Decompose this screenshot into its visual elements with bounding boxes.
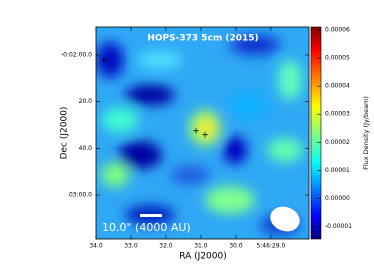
colorbar-tick-label: 0.00002 — [325, 139, 350, 146]
colorbar — [310, 26, 322, 240]
scale-bar-label: 10.0" (4000 AU) — [102, 221, 191, 234]
flux-map: + + + — [96, 27, 309, 239]
colorbar-tick-label: -0.00001 — [325, 223, 352, 230]
colorbar-tick-label: 0.00006 — [325, 27, 350, 34]
colorbar-tick-label: 0.00004 — [325, 83, 350, 90]
chart-title: HOPS-373 5cm (2015) — [147, 34, 258, 44]
source-marker: + — [192, 127, 200, 137]
x-tick-label: 31.0 — [194, 243, 208, 250]
scale-bar — [140, 214, 162, 217]
colorbar-label: Flux Density (Jy/beam) — [362, 96, 370, 170]
colorbar-tick-label: 0.00001 — [325, 167, 350, 174]
colorbar-tick-label: 0.00005 — [325, 55, 350, 62]
x-tick-label: 34.0 — [89, 243, 103, 250]
y-tick-label: 40.0 — [79, 145, 93, 152]
y-axis-label: Dec (J2000) — [60, 107, 70, 160]
source-marker: + — [201, 131, 209, 141]
x-tick-label: 30.0 — [229, 243, 243, 250]
svg-text:+: + — [100, 56, 108, 66]
plot-frame — [95, 26, 310, 240]
x-tick-label: 33.0 — [124, 243, 138, 250]
y-tick-label: 20.0 — [79, 98, 93, 105]
beam — [270, 206, 300, 232]
colorbar-tick-label: 0.00003 — [325, 111, 350, 118]
y-tick-label: -0:02:00.0 — [61, 52, 92, 59]
x-axis-label: RA (J2000) — [179, 252, 227, 262]
x-tick-label: 32.0 — [159, 243, 173, 250]
y-tick-label: 03:00.0 — [69, 192, 92, 199]
x-tick-label: 5:46:29.0 — [256, 243, 285, 250]
colorbar-tick-label: 0.00000 — [325, 195, 350, 202]
